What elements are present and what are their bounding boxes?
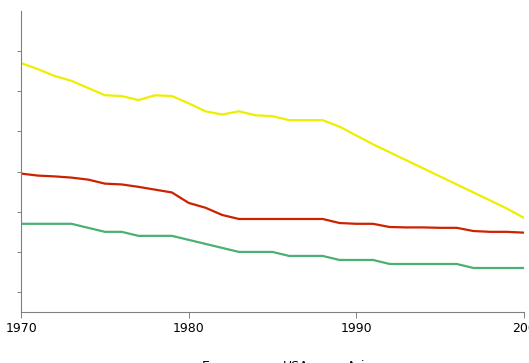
Europe [102,230,108,234]
Asia [236,109,242,114]
Asia [202,109,208,114]
Asia [420,166,426,171]
Asia [68,79,75,83]
Asia [118,94,125,98]
USA [320,217,326,221]
USA [219,213,225,217]
Europe [353,258,359,262]
USA [102,182,108,186]
Asia [437,174,443,179]
Europe [387,262,393,266]
USA [353,222,359,226]
Asia [135,98,142,102]
Asia [85,86,92,90]
Asia [252,113,259,118]
Europe [85,226,92,230]
Asia [169,94,175,98]
USA [303,217,309,221]
Line: Europe: Europe [21,224,524,268]
USA [269,217,276,221]
Europe [186,238,192,242]
Asia [336,125,343,129]
USA [18,171,24,176]
Europe [470,266,477,270]
Europe [521,266,527,270]
Line: USA: USA [21,174,524,233]
Asia [303,118,309,122]
Legend: Europe, USA, Asia: Europe, USA, Asia [167,355,378,363]
USA [135,185,142,189]
USA [68,175,75,180]
Asia [387,150,393,155]
Europe [18,222,24,226]
Asia [320,118,326,122]
Europe [420,262,426,266]
Asia [286,118,293,122]
Europe [453,262,460,266]
Asia [18,61,24,65]
Europe [51,222,58,226]
Asia [487,198,494,203]
Asia [470,190,477,195]
Asia [51,74,58,78]
Europe [403,262,409,266]
Asia [152,93,158,97]
Europe [286,254,293,258]
Europe [269,250,276,254]
USA [370,222,376,226]
Asia [186,101,192,106]
USA [85,178,92,182]
Asia [403,158,409,163]
Asia [353,133,359,138]
Europe [504,266,510,270]
USA [202,205,208,210]
Europe [118,230,125,234]
Europe [35,222,41,226]
Europe [320,254,326,258]
Europe [169,234,175,238]
USA [453,226,460,230]
USA [51,174,58,179]
Asia [269,114,276,118]
USA [118,182,125,187]
Europe [152,234,158,238]
Europe [202,242,208,246]
USA [169,190,175,195]
Asia [102,93,108,97]
Asia [219,113,225,117]
Europe [236,250,242,254]
Line: Asia: Asia [21,63,524,218]
USA [487,230,494,234]
Europe [370,258,376,262]
Europe [219,246,225,250]
USA [437,226,443,230]
Europe [487,266,494,270]
Asia [370,142,376,146]
Europe [437,262,443,266]
USA [286,217,293,221]
USA [252,217,259,221]
Asia [453,182,460,187]
USA [504,230,510,234]
USA [403,225,409,229]
USA [186,201,192,205]
USA [470,229,477,233]
Asia [35,67,41,71]
Europe [135,234,142,238]
Europe [68,222,75,226]
Asia [521,216,527,220]
Europe [303,254,309,258]
USA [387,225,393,229]
USA [236,217,242,221]
USA [521,231,527,235]
USA [152,187,158,192]
Asia [504,206,510,211]
Europe [252,250,259,254]
Europe [336,258,343,262]
USA [336,221,343,225]
USA [35,174,41,178]
USA [420,225,426,229]
